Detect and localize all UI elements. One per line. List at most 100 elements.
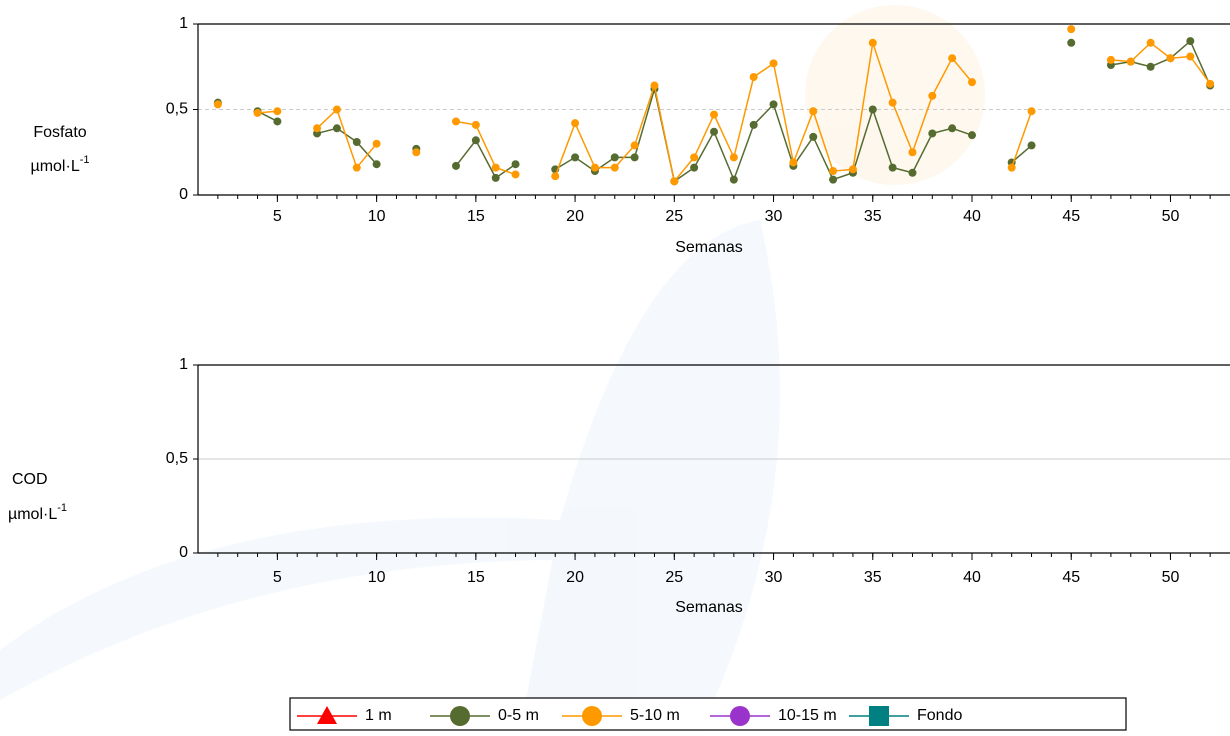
marker xyxy=(372,139,381,148)
marker xyxy=(1027,107,1036,116)
marker xyxy=(610,153,619,162)
unit-power: -1 xyxy=(57,502,67,514)
x-tick-label: 25 xyxy=(665,208,683,225)
marker xyxy=(928,91,937,100)
y-axis-title: COD xyxy=(12,471,48,488)
marker xyxy=(789,158,798,167)
marker xyxy=(690,163,699,172)
marker xyxy=(1007,163,1016,172)
unit-power: -1 xyxy=(80,154,90,166)
marker xyxy=(1146,38,1155,47)
y-tick-label: 0,5 xyxy=(166,101,188,118)
x-tick-label: 20 xyxy=(566,569,584,586)
marker xyxy=(829,167,838,176)
marker xyxy=(908,148,917,157)
legend-label: 5-10 m xyxy=(630,707,680,724)
marker xyxy=(928,129,937,138)
y-axis-title: Fosfato xyxy=(33,124,86,141)
marker xyxy=(582,706,602,726)
marker xyxy=(1067,38,1076,47)
watermark xyxy=(0,5,985,731)
x-tick-label: 15 xyxy=(467,569,485,586)
marker xyxy=(1106,55,1115,64)
y-tick-label: 0,5 xyxy=(166,450,188,467)
x-tick-label: 40 xyxy=(963,569,981,586)
marker xyxy=(571,119,580,128)
marker xyxy=(1126,57,1135,66)
marker xyxy=(551,172,560,181)
marker xyxy=(313,124,322,133)
marker xyxy=(630,141,639,150)
marker xyxy=(1186,52,1195,61)
marker xyxy=(908,168,917,177)
marker xyxy=(948,54,957,63)
marker xyxy=(452,117,460,126)
marker xyxy=(412,148,421,157)
marker xyxy=(729,153,738,162)
marker xyxy=(491,163,500,172)
series-line xyxy=(257,39,1211,183)
marker xyxy=(352,163,361,172)
marker xyxy=(769,100,778,109)
marker xyxy=(650,81,659,90)
marker xyxy=(809,132,818,141)
marker xyxy=(213,100,222,109)
x-tick-label: 45 xyxy=(1062,208,1080,225)
x-tick-label: 35 xyxy=(864,569,882,586)
marker xyxy=(888,98,897,107)
y-tick-label: 0 xyxy=(179,544,188,561)
marker xyxy=(1146,62,1155,71)
marker xyxy=(749,73,758,82)
x-tick-label: 40 xyxy=(963,208,981,225)
marker xyxy=(352,137,361,146)
x-tick-label: 20 xyxy=(566,208,584,225)
marker xyxy=(317,706,337,724)
legend-label: 0-5 m xyxy=(498,707,539,724)
x-tick-label: 30 xyxy=(765,208,783,225)
marker xyxy=(729,175,738,184)
marker xyxy=(749,120,758,129)
legend-label: 1 m xyxy=(365,707,392,724)
marker xyxy=(332,105,341,114)
x-tick-label: 45 xyxy=(1062,569,1080,586)
marker xyxy=(1027,141,1036,150)
marker xyxy=(471,136,480,145)
marker xyxy=(968,78,976,87)
marker xyxy=(710,110,718,119)
marker xyxy=(1186,37,1195,46)
x-tick-label: 25 xyxy=(665,569,683,586)
marker xyxy=(888,163,897,172)
legend-box xyxy=(289,697,1127,731)
marker xyxy=(968,131,976,140)
y-axis-unit: µmol·L-1 xyxy=(8,502,67,523)
marker xyxy=(868,105,877,114)
marker xyxy=(809,107,818,116)
marker xyxy=(829,175,838,184)
y-tick-label: 0 xyxy=(179,186,188,203)
marker xyxy=(670,177,679,186)
x-tick-label: 5 xyxy=(273,208,282,225)
x-tick-label: 30 xyxy=(765,569,783,586)
x-tick-label: 5 xyxy=(273,569,282,586)
x-tick-label: 15 xyxy=(467,208,485,225)
x-tick-label: 50 xyxy=(1162,569,1180,586)
marker xyxy=(491,173,500,182)
marker xyxy=(273,107,282,116)
x-tick-label: 50 xyxy=(1162,208,1180,225)
legend-label: Fondo xyxy=(917,707,962,724)
marker xyxy=(710,127,718,136)
x-tick-label: 10 xyxy=(368,569,386,586)
x-axis-title: Semanas xyxy=(675,599,743,616)
marker xyxy=(848,165,857,174)
marker xyxy=(630,153,639,162)
marker xyxy=(253,108,262,117)
marker xyxy=(869,706,889,726)
x-tick-label: 35 xyxy=(864,208,882,225)
y-tick-label: 1 xyxy=(179,356,188,373)
marker xyxy=(1166,54,1175,63)
marker xyxy=(372,160,381,169)
marker xyxy=(452,161,460,170)
marker xyxy=(769,59,778,68)
